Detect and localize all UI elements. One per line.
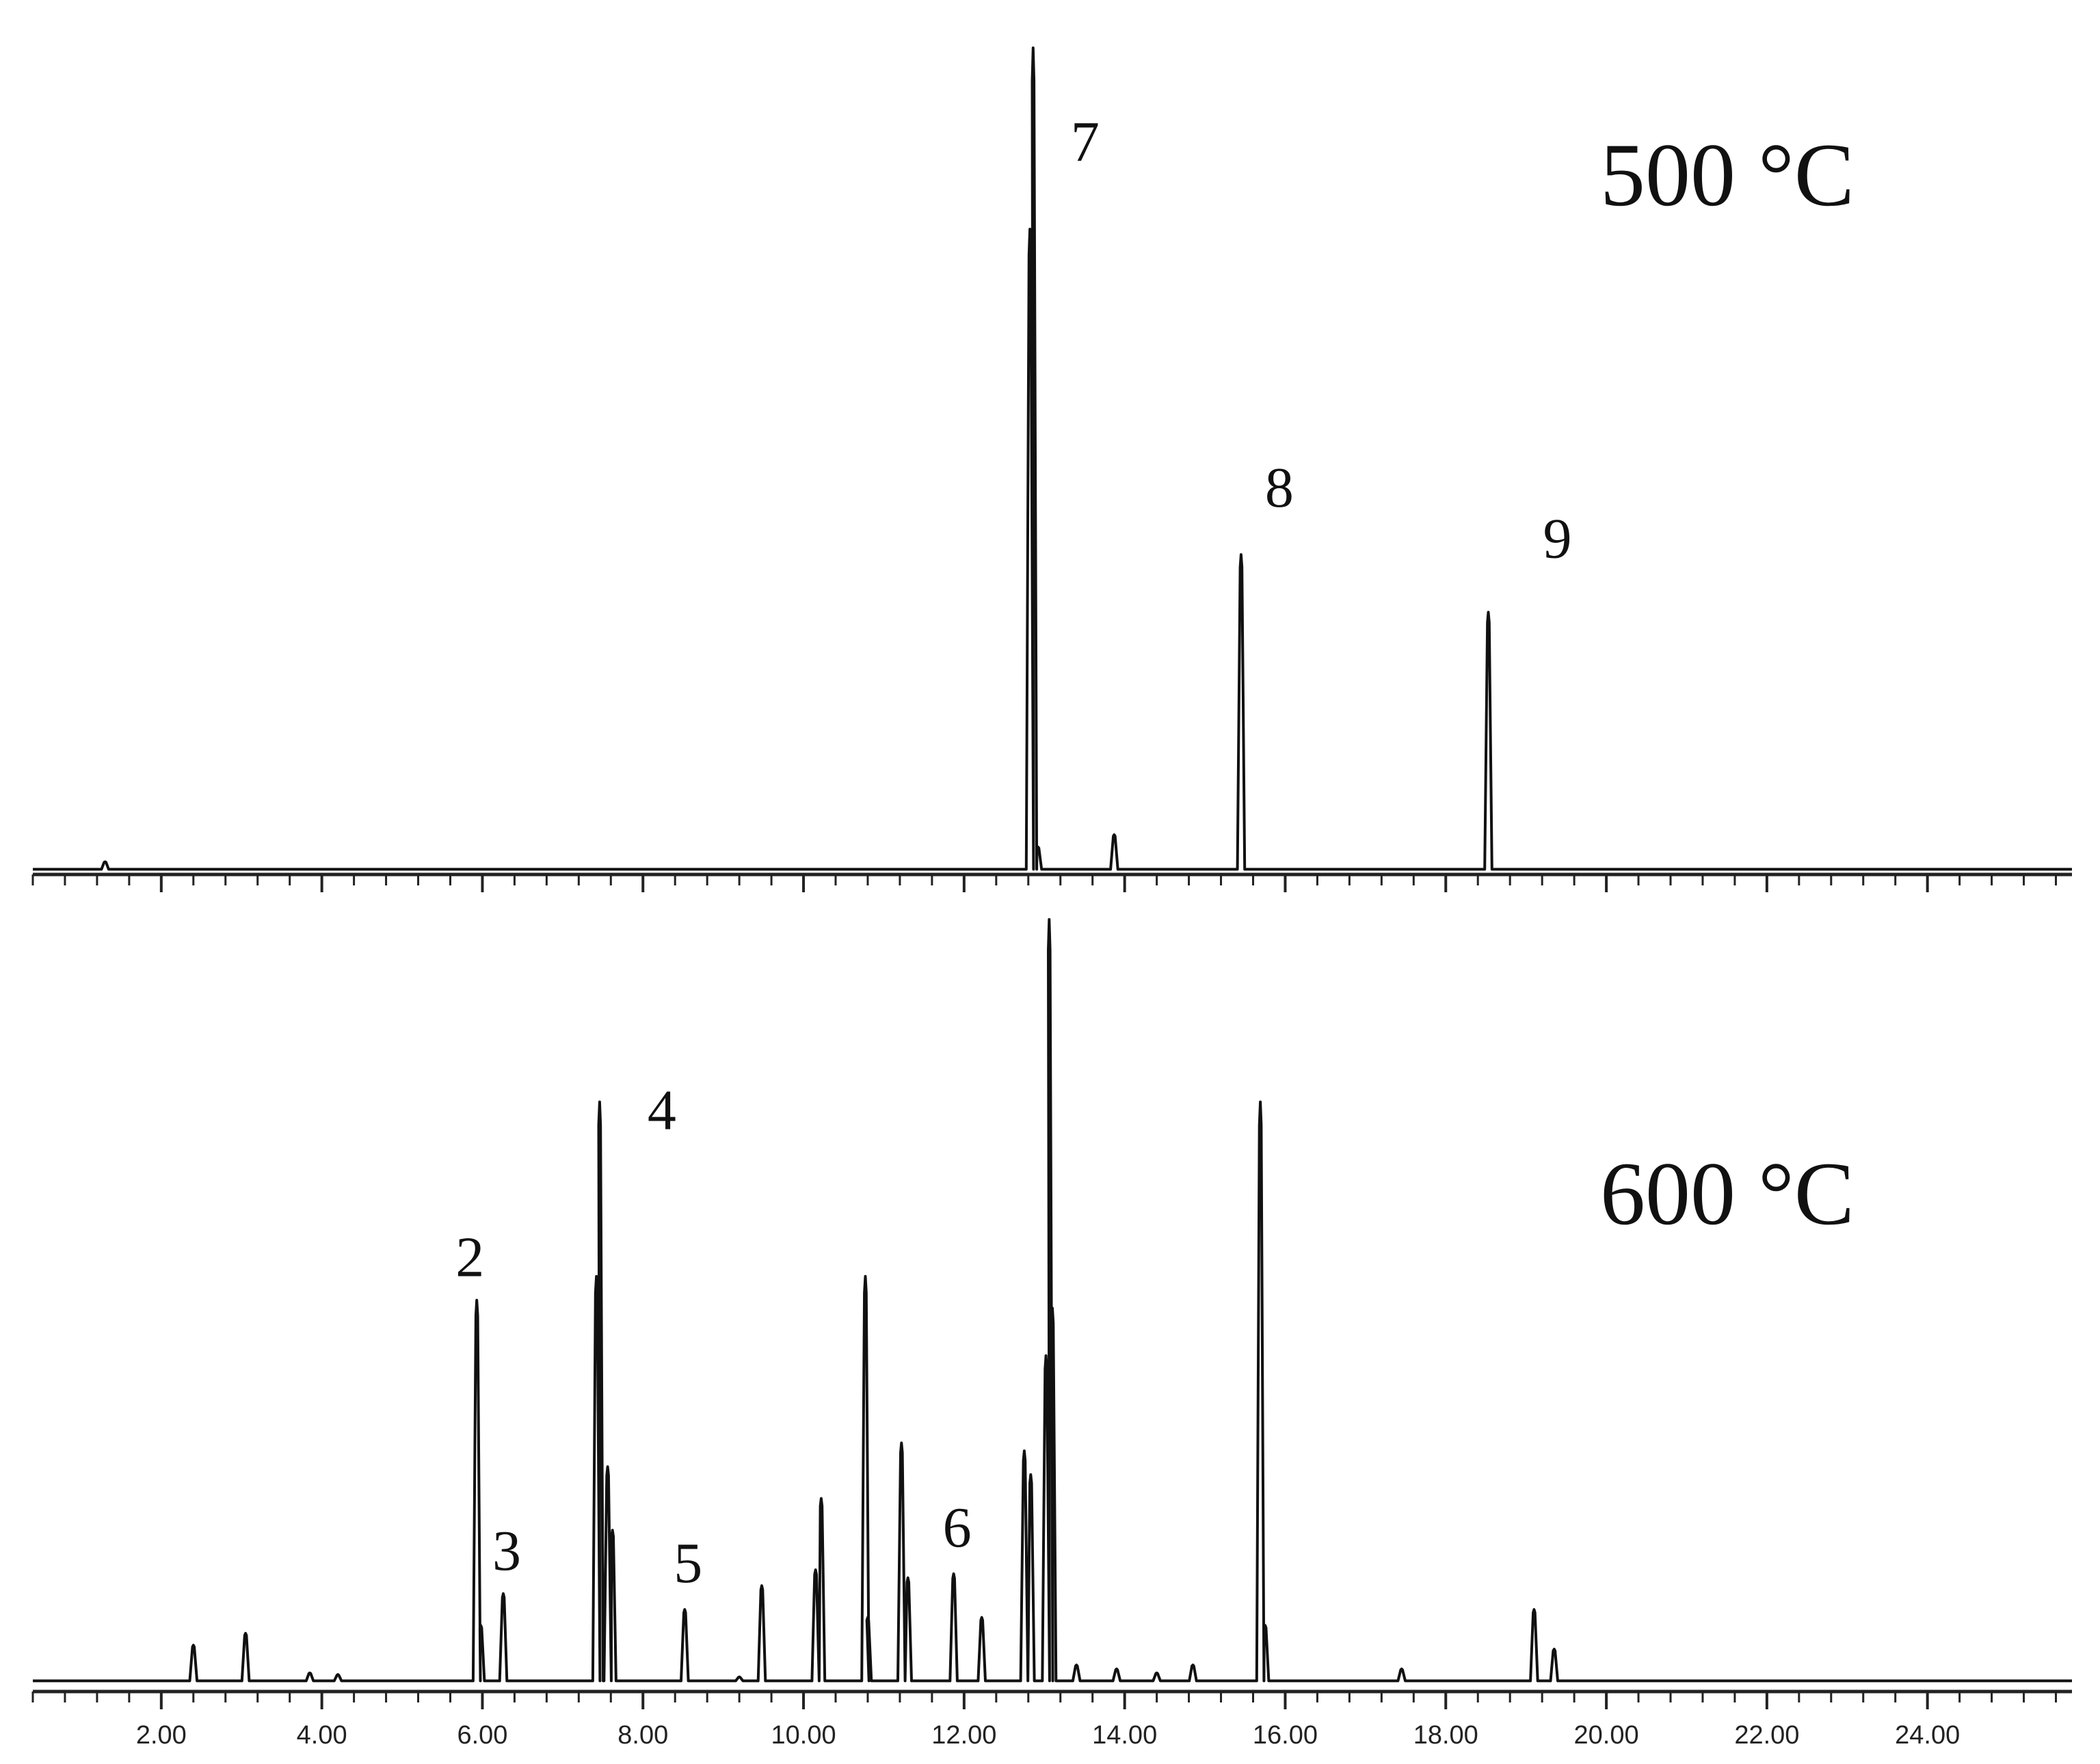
- peak-label-6: 6: [943, 1496, 972, 1560]
- x-tick-label: 10.00: [771, 1721, 836, 1750]
- x-tick-label: 18.00: [1413, 1721, 1478, 1750]
- x-tick-label: 8.00: [617, 1721, 668, 1750]
- x-tick-label: 12.00: [931, 1721, 996, 1750]
- x-tick-label: 20.00: [1574, 1721, 1639, 1750]
- peak-label-4: 4: [648, 1079, 676, 1142]
- x-ticks-500c: [31, 874, 2058, 892]
- x-tick-label: 16.00: [1253, 1721, 1318, 1750]
- peak-label-5: 5: [674, 1532, 702, 1595]
- x-tick-label: 14.00: [1092, 1721, 1157, 1750]
- trace-500c: [33, 46, 2072, 871]
- temperature-label-600c: 600 °C: [1600, 1143, 1855, 1244]
- peak-labels-500c: 7 8 9: [1071, 110, 1572, 570]
- x-tick-label: 4.00: [297, 1721, 347, 1750]
- peak-label-2: 2: [455, 1226, 484, 1289]
- peak-labels-600c: 2 3 4 5 6: [455, 1079, 971, 1595]
- chromatogram-500c-panel: 7 8 9 500 °C: [31, 46, 2072, 892]
- temperature-label-500c: 500 °C: [1600, 124, 1855, 225]
- peak-label-3: 3: [492, 1519, 521, 1583]
- trace-600c: [33, 918, 2072, 1683]
- x-tick-label: 24.00: [1895, 1721, 1960, 1750]
- chromatogram-600c-panel: 2.00 4.00 6.00 8.00 10.00 12.00 14.00 16.00 18.0…: [31, 918, 2072, 1750]
- peak-label-8: 8: [1265, 456, 1294, 520]
- x-tick-label: 6.00: [457, 1721, 507, 1750]
- x-tick-label: 22.00: [1734, 1721, 1799, 1750]
- peak-label-9: 9: [1543, 507, 1571, 570]
- x-tick-label: 2.00: [136, 1721, 187, 1750]
- x-ticks-600c: 2.00 4.00 6.00 8.00 10.00 12.00 14.00 16.00 18.0…: [31, 1692, 2058, 1750]
- peak-label-7: 7: [1071, 110, 1100, 174]
